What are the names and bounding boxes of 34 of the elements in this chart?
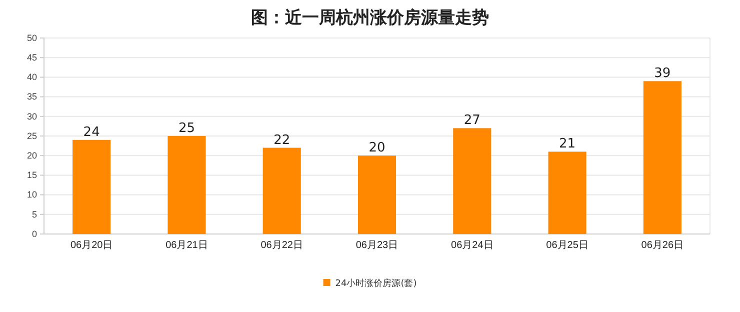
bar bbox=[168, 136, 206, 234]
data-label: 39 bbox=[654, 66, 671, 82]
y-tick-label: 0 bbox=[32, 228, 37, 239]
data-label: 20 bbox=[368, 140, 386, 156]
y-tick-label: 15 bbox=[26, 170, 37, 180]
bar bbox=[358, 156, 396, 234]
bar bbox=[548, 152, 586, 234]
legend-label: 24小时涨价房源(套) bbox=[335, 278, 417, 289]
bar bbox=[643, 81, 682, 234]
x-tick-label: 06月20日 bbox=[70, 240, 113, 252]
x-tick-label: 06月22日 bbox=[260, 240, 303, 252]
y-tick-label: 10 bbox=[26, 190, 37, 200]
y-tick-label: 20 bbox=[26, 150, 37, 160]
y-tick-label: 30 bbox=[26, 111, 37, 122]
y-tick-label: 35 bbox=[26, 92, 37, 102]
data-label: 25 bbox=[178, 121, 195, 136]
x-tick-label: 06月24日 bbox=[451, 240, 494, 252]
bar bbox=[72, 140, 111, 234]
y-tick-label: 50 bbox=[26, 32, 37, 43]
bar bbox=[262, 148, 301, 234]
data-label: 24 bbox=[83, 124, 100, 140]
x-tick-label: 06月21日 bbox=[166, 240, 208, 252]
x-tick-label: 06月25日 bbox=[546, 240, 588, 252]
y-tick-label: 40 bbox=[26, 72, 37, 82]
bar bbox=[453, 128, 492, 234]
y-tick-label: 5 bbox=[32, 209, 37, 220]
y-tick-label: 25 bbox=[26, 130, 37, 141]
data-label: 22 bbox=[274, 132, 290, 148]
y-tick-label: 45 bbox=[26, 52, 37, 62]
data-label: 21 bbox=[559, 136, 576, 152]
x-tick-label: 06月26日 bbox=[641, 240, 684, 252]
data-label: 27 bbox=[464, 113, 480, 128]
x-tick-label: 06月23日 bbox=[356, 240, 398, 252]
chart-title: 图：近一周杭州涨价房源量走势 bbox=[251, 8, 489, 28]
